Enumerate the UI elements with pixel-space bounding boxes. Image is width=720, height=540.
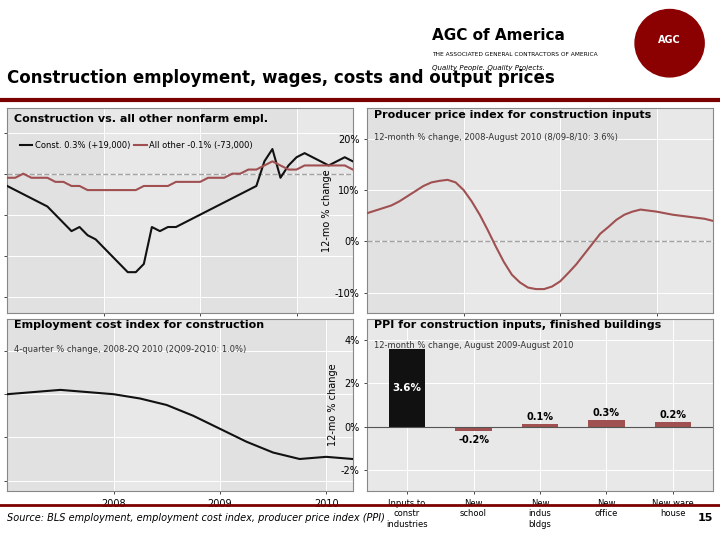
Text: -0.2%: -0.2%	[458, 435, 489, 445]
Text: 0.1%: 0.1%	[526, 412, 554, 422]
Text: Producer price index for construction inputs: Producer price index for construction in…	[374, 110, 652, 120]
Bar	[7, 319, 114, 491]
Text: Construction employment, wages, costs and output prices: Construction employment, wages, costs an…	[7, 70, 555, 87]
Bar	[7, 108, 104, 313]
Bar	[220, 319, 326, 491]
Text: 0.2%: 0.2%	[660, 410, 686, 420]
Bar	[455, 427, 492, 431]
Circle shape	[635, 10, 704, 77]
Text: Quality People. Quality Projects.: Quality People. Quality Projects.	[432, 64, 545, 71]
Text: AGC: AGC	[658, 35, 681, 45]
Text: Source: BLS employment, employment cost index, producer price index (PPI): Source: BLS employment, employment cost …	[7, 513, 385, 523]
Text: THE ASSOCIATED GENERAL CONTRACTORS OF AMERICA: THE ASSOCIATED GENERAL CONTRACTORS OF AM…	[432, 51, 598, 57]
Text: 3.6%: 3.6%	[392, 383, 422, 393]
Text: PPI for construction inputs, finished buildings: PPI for construction inputs, finished bu…	[374, 320, 662, 330]
Bar	[367, 108, 464, 313]
Bar	[654, 422, 691, 427]
Bar	[560, 108, 657, 313]
Text: 4-quarter % change, 2008-2Q 2010 (2Q09-2Q10: 1.0%): 4-quarter % change, 2008-2Q 2010 (2Q09-2…	[14, 345, 246, 354]
Text: 0.3%: 0.3%	[593, 408, 620, 418]
Legend: Const. 0.3% (+19,000), All other -0.1% (-73,000): Const. 0.3% (+19,000), All other -0.1% (…	[18, 139, 255, 151]
Text: 12-month % change, August 2009-August 2010: 12-month % change, August 2009-August 20…	[374, 341, 574, 350]
Y-axis label: 12-mo % change: 12-mo % change	[322, 169, 332, 252]
Bar	[389, 349, 426, 427]
Bar	[522, 424, 558, 427]
Y-axis label: 12-mo % change: 12-mo % change	[328, 363, 338, 447]
Text: 15: 15	[698, 513, 713, 523]
Bar	[200, 108, 297, 313]
Text: Employment cost index for construction: Employment cost index for construction	[14, 320, 264, 330]
Text: Construction vs. all other nonfarm empl.: Construction vs. all other nonfarm empl.	[14, 114, 268, 124]
Text: 12-month % change, 2008-August 2010 (8/09-8/10: 3.6%): 12-month % change, 2008-August 2010 (8/0…	[374, 133, 618, 141]
Text: AGC of America: AGC of America	[432, 28, 565, 43]
Bar	[588, 420, 625, 427]
